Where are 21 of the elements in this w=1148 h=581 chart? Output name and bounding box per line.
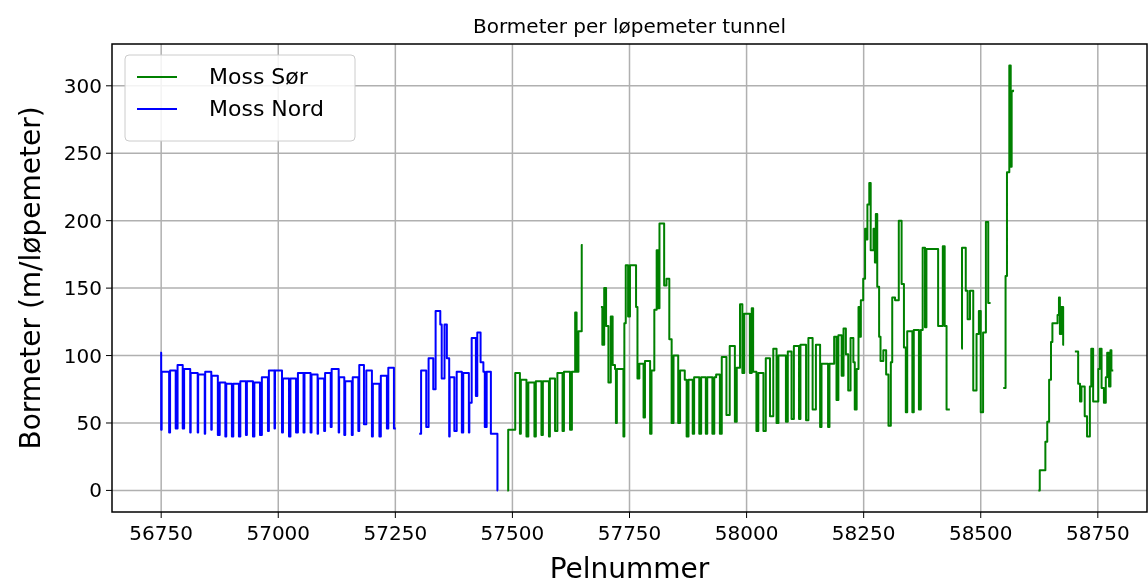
y-tick-label: 200 (63, 208, 102, 233)
y-tick-label: 0 (89, 478, 102, 503)
x-tick-label: 56750 (129, 521, 193, 545)
legend-label: Moss Nord (209, 96, 324, 121)
legend-label: Moss Sør (209, 64, 309, 89)
x-tick-label: 57500 (480, 521, 545, 545)
x-tick-label: 57000 (246, 521, 311, 545)
x-tick-label: 57250 (363, 521, 428, 545)
y-tick-label: 50 (76, 410, 102, 435)
y-tick-label: 300 (63, 73, 102, 98)
x-tick-label: 58500 (948, 521, 1013, 545)
y-axis-title: Bormeter (m/løpemeter) (14, 106, 47, 450)
y-tick-label: 250 (63, 141, 102, 166)
x-tick-label: 58750 (1066, 521, 1130, 545)
x-axis-title: Pelnummer (549, 552, 710, 581)
y-tick-label: 100 (63, 343, 102, 368)
x-tick-label: 58250 (831, 521, 896, 545)
x-tick-label: 58000 (714, 521, 779, 545)
chart-title: Bormeter per løpemeter tunnel (473, 14, 786, 38)
y-tick-label: 150 (63, 276, 102, 301)
x-tick-label: 57750 (597, 521, 662, 545)
